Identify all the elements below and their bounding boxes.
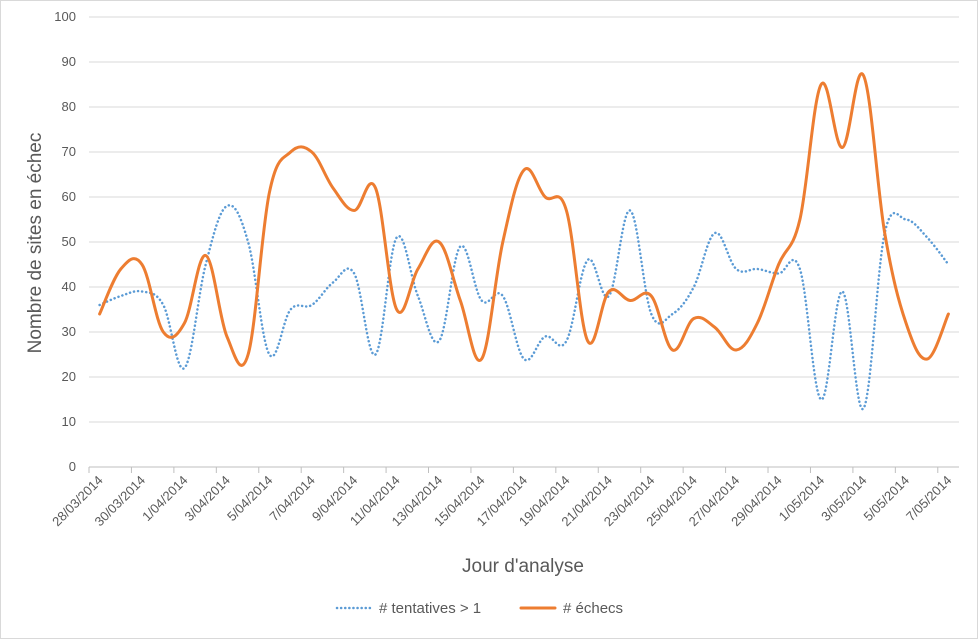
y-tick-label: 70 [62,144,76,159]
grid-lines [89,16,959,423]
legend: # tentatives > 1 # échecs [335,600,623,617]
y-tick-label: 30 [62,324,76,339]
y-tick-label: 0 [69,459,76,474]
legend-label-2: # échecs [563,600,623,617]
y-tick-label: 90 [62,54,76,69]
series-line-2 [98,72,950,367]
y-tick-label: 100 [54,9,76,24]
y-tick-label: 20 [62,369,76,384]
y-tick-label: 50 [62,234,76,249]
y-tick-label: 40 [62,279,76,294]
y-axis-ticks: 0 10 20 30 40 50 60 70 80 90 100 [54,9,76,474]
x-tick-label: 1/05/2014 [776,473,828,525]
x-tick-label: 3/05/2014 [818,473,870,525]
x-axis-title: Jour d'analyse [462,556,584,577]
series-lines [98,72,950,410]
x-tick-label: 7/04/2014 [266,473,318,525]
y-tick-label: 80 [62,99,76,114]
x-tick-label: 5/04/2014 [224,473,276,525]
y-axis-title: Nombre de sites en échec [25,133,46,354]
y-tick-label: 60 [62,189,76,204]
x-axis [88,466,959,473]
x-tick-label: 5/05/2014 [861,473,913,525]
x-tick-label: 3/04/2014 [182,473,234,525]
y-tick-label: 10 [62,414,76,429]
series-line-1 [98,204,950,410]
x-tick-label: 1/04/2014 [139,473,191,525]
legend-label-1: # tentatives > 1 [379,600,481,617]
x-axis-ticks: 28/03/201430/03/20141/04/20143/04/20145/… [49,473,954,530]
x-tick-label: 7/05/2014 [903,473,955,525]
